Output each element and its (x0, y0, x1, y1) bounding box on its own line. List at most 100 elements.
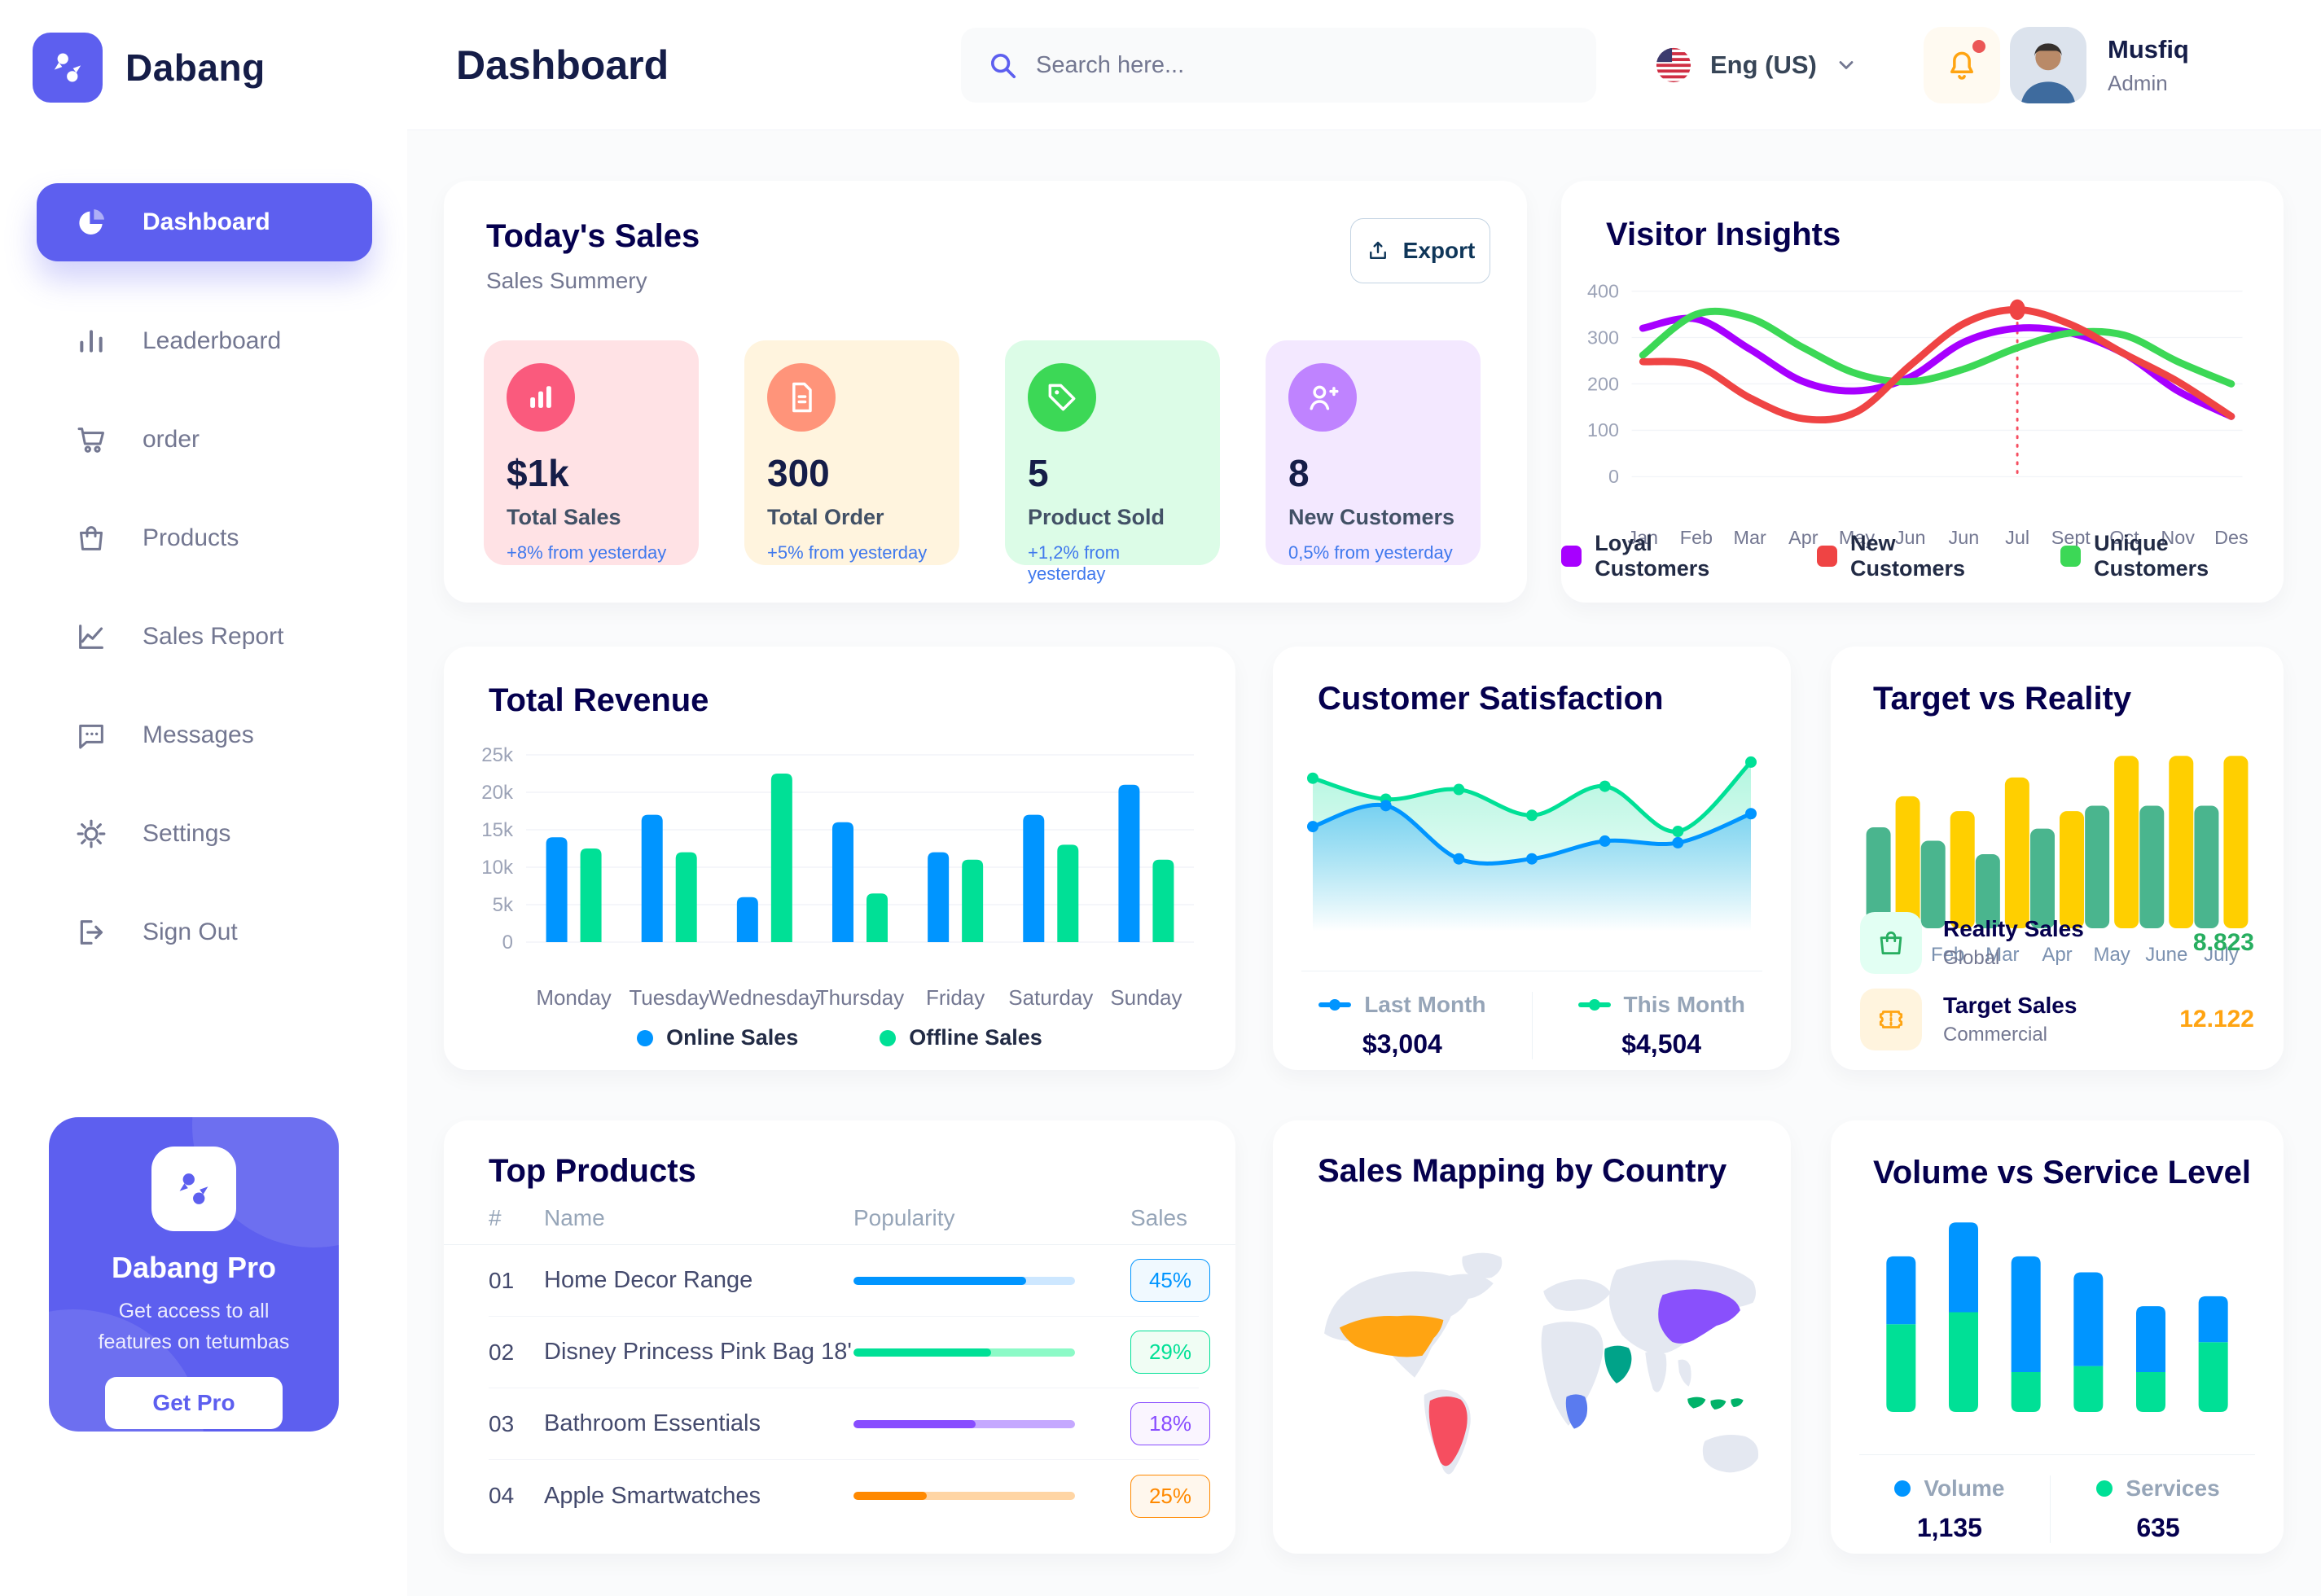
avatar (2010, 27, 2086, 103)
divider (444, 1244, 1235, 1245)
legend-texts: Reality Sales Global (1943, 916, 2084, 970)
svg-text:0: 0 (502, 932, 513, 954)
product-number: 04 (489, 1483, 515, 1508)
sidebar-item-order[interactable]: order (37, 401, 372, 479)
svg-text:Feb: Feb (1680, 527, 1713, 548)
sales-badge: 18% (1130, 1402, 1210, 1445)
svg-text:Apr: Apr (2042, 944, 2072, 966)
sidebar: Dabang Dashboard Leaderboard order Products… (0, 0, 407, 1596)
table-row-apple-smartwatches: 04 Apple Smartwatches 25% (489, 1460, 1210, 1532)
pro-card-title: Dabang Pro (111, 1251, 277, 1284)
pro-card: Dabang Pro Get access to all features on… (49, 1117, 339, 1432)
sidebar-item-messages[interactable]: Messages (37, 696, 372, 774)
svg-text:0: 0 (1608, 466, 1619, 487)
notifications-button[interactable] (1924, 27, 2000, 103)
col-num: # (489, 1205, 502, 1230)
country-china (1658, 1289, 1740, 1344)
sales-chart-icon (507, 363, 575, 432)
col-sales: Sales (1130, 1205, 1188, 1230)
svg-text:July: July (2204, 944, 2239, 966)
sidebar-item-settings[interactable]: Settings (37, 795, 372, 873)
stat-delta: +5% from yesterday (767, 542, 928, 563)
stat-cards: $1k Total Sales +8% from yesterday 300 Total… (484, 340, 1481, 584)
svg-text:Mar: Mar (1985, 944, 2019, 966)
product-number: 01 (489, 1267, 515, 1293)
message-icon (74, 718, 108, 752)
legend-item-new-customers: New Customers (1816, 531, 2012, 581)
sidebar-item-dashboard[interactable]: Dashboard (37, 183, 372, 261)
volume-vs-service-legend: Volume 1,135 Services 635 (1831, 1475, 2284, 1543)
legend-label: Online Sales (666, 1025, 799, 1050)
user-menu[interactable]: Musfiq Admin (2010, 27, 2321, 103)
world-map (1297, 1205, 1766, 1531)
stat-label: Total Sales (507, 505, 621, 529)
legend-sub: Global (1943, 947, 2000, 969)
product-name: Home Decor Range (544, 1267, 753, 1293)
legend-value: $3,004 (1362, 1029, 1442, 1059)
todays-sales-title: Today's Sales (486, 218, 700, 254)
svg-text:Jan: Jan (1627, 527, 1658, 548)
search-input[interactable] (1036, 51, 1570, 79)
stat-delta: +1,2% from yesterday (1028, 542, 1121, 584)
legend-swatch (2060, 546, 2082, 567)
svg-text:May: May (1839, 527, 1875, 548)
brand: Dabang (33, 33, 265, 103)
stat-delta: 0,5% from yesterday (1288, 542, 1453, 563)
legend-last-month: Last Month $3,004 (1273, 992, 1531, 1059)
sidebar-item-sales-report[interactable]: Sales Report (37, 598, 372, 676)
svg-text:Saturday: Saturday (1008, 985, 1093, 1010)
popularity-fill (853, 1492, 927, 1500)
get-pro-button[interactable]: Get Pro (105, 1377, 283, 1429)
us-flag-icon (1655, 46, 1692, 84)
svg-text:Apr: Apr (1788, 527, 1819, 548)
svg-text:Jun: Jun (1895, 527, 1926, 548)
bar-chart-icon (74, 324, 108, 358)
product-name: Apple Smartwatches (544, 1482, 761, 1509)
country-indonesia (1710, 1399, 1726, 1410)
sales-mapping-card: Sales Mapping by Country (1273, 1120, 1791, 1554)
volume-vs-service-card: Volume vs Service Level Volume 1,135 Servi… (1831, 1120, 2284, 1554)
sidebar-item-label: Sales Report (143, 623, 284, 650)
customer-satisfaction-legend: Last Month $3,004 This Month $4,504 (1273, 992, 1791, 1059)
svg-text:100: 100 (1587, 419, 1619, 441)
legend-marker (1577, 999, 1611, 1011)
country-indonesia (1687, 1396, 1706, 1409)
legend-label-row: Last Month (1318, 992, 1486, 1018)
legend-name: Reality Sales (1943, 916, 2084, 941)
svg-text:June: June (2145, 944, 2187, 966)
customer-satisfaction-chart (1301, 734, 1762, 948)
sidebar-item-products[interactable]: Products (37, 499, 372, 577)
target-vs-reality-card: Target vs Reality JanFebMarAprMayJuneJul… (1831, 647, 2284, 1070)
svg-text:May: May (2093, 944, 2130, 966)
product-number: 02 (489, 1339, 515, 1365)
shopping-bag-icon (1860, 912, 1922, 974)
sidebar-menu: Dashboard Leaderboard order Products Sales R… (37, 183, 372, 992)
svg-text:Thursday: Thursday (816, 985, 904, 1010)
stat-card-new-customers: 8 New Customers 0,5% from yesterday (1266, 340, 1481, 565)
popularity-bar (853, 1419, 1075, 1428)
legend-item-offline-sales: Offline Sales (880, 1025, 1042, 1050)
sidebar-item-sign-out[interactable]: Sign Out (37, 893, 372, 971)
stat-card-total-order: 300 Total Order +5% from yesterday (744, 340, 959, 565)
legend-swatch (880, 1029, 897, 1046)
sales-mapping-title: Sales Mapping by Country (1318, 1153, 1727, 1189)
ticket-icon (1860, 989, 1922, 1050)
sidebar-item-label: Products (143, 524, 239, 551)
export-button[interactable]: Export (1350, 218, 1490, 283)
stat-label: New Customers (1288, 505, 1455, 529)
legend-label-row: Volume (1894, 1475, 2004, 1502)
target-vs-reality-title: Target vs Reality (1873, 681, 2132, 717)
legend-row-reality-sales: Reality Sales Global 8.823 (1860, 910, 2254, 976)
legend-value: 1,135 (1916, 1513, 1982, 1542)
divider (1859, 1454, 2255, 1455)
sidebar-item-label: Sign Out (143, 919, 238, 945)
language-selector[interactable]: Eng (US) (1655, 0, 1858, 130)
export-icon (1366, 239, 1390, 263)
chevron-down-icon (1835, 54, 1858, 77)
tag-icon (1028, 363, 1096, 432)
svg-text:Sunday: Sunday (1110, 985, 1182, 1010)
stat-value: $1k (507, 452, 569, 494)
top-products-title: Top Products (489, 1153, 696, 1189)
sidebar-item-leaderboard[interactable]: Leaderboard (37, 302, 372, 380)
svg-text:Des: Des (2214, 527, 2249, 548)
